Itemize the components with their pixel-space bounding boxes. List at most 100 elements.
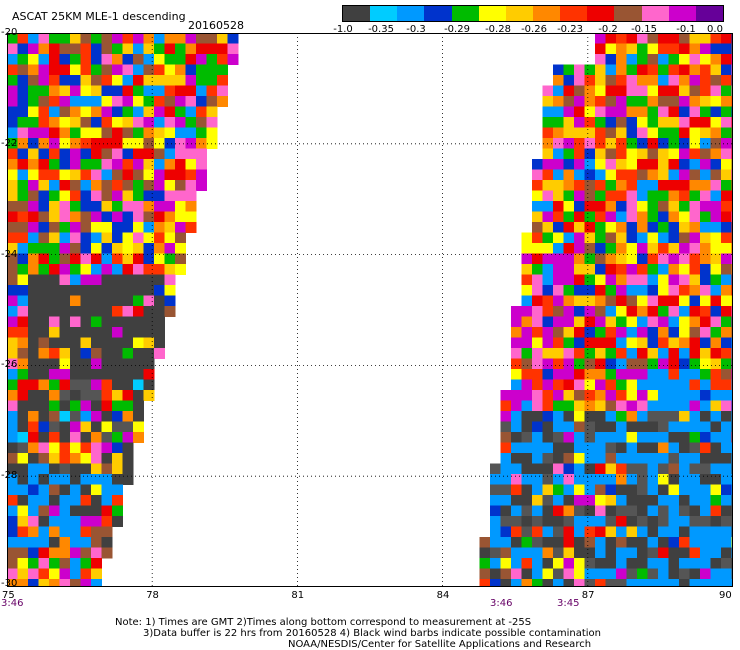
data-cell	[80, 390, 92, 401]
data-cell	[38, 516, 50, 527]
data-cell	[710, 159, 722, 170]
data-cell	[595, 190, 606, 202]
data-cell	[574, 390, 585, 401]
data-cell	[133, 253, 144, 265]
data-cell	[710, 390, 722, 401]
data-cell	[637, 43, 648, 55]
data-cell	[574, 243, 585, 254]
data-cell	[70, 243, 81, 254]
data-cell	[91, 348, 102, 359]
data-cell	[700, 295, 711, 307]
data-cell	[626, 453, 638, 464]
data-cell	[500, 547, 512, 559]
data-cell	[101, 453, 113, 464]
data-cell	[689, 411, 701, 422]
data-cell	[185, 43, 197, 55]
data-cell	[28, 117, 39, 128]
data-cell	[164, 190, 176, 202]
data-cell	[679, 390, 690, 401]
data-cell	[17, 33, 29, 44]
data-cell	[59, 190, 71, 202]
data-cell	[710, 180, 722, 191]
data-cell	[59, 463, 71, 475]
data-cell	[574, 558, 585, 569]
data-cell	[710, 106, 722, 118]
data-cell	[7, 390, 18, 401]
data-cell	[59, 253, 71, 265]
data-cell	[689, 64, 701, 76]
data-cell	[17, 43, 29, 55]
data-cell	[133, 306, 144, 317]
data-cell	[7, 211, 18, 223]
data-cell	[143, 106, 155, 118]
data-cell	[721, 306, 732, 317]
data-cell	[143, 316, 155, 328]
data-cell	[679, 253, 690, 265]
color-bar-label: -0.15	[631, 24, 657, 35]
data-cell	[80, 337, 92, 349]
data-cell	[563, 274, 575, 286]
data-cell	[112, 180, 123, 191]
data-cell	[668, 148, 680, 160]
data-cell	[721, 505, 732, 517]
data-cell	[28, 190, 39, 202]
data-cell	[112, 43, 123, 55]
data-cell	[616, 495, 627, 506]
data-cell	[532, 285, 543, 296]
data-cell	[637, 243, 648, 254]
data-cell	[38, 180, 50, 191]
data-cell	[143, 358, 155, 370]
data-cell	[658, 516, 669, 527]
data-cell	[49, 96, 60, 107]
data-cell	[80, 169, 92, 181]
data-cell	[80, 558, 92, 569]
data-cell	[112, 474, 123, 485]
data-cell	[80, 180, 92, 191]
data-cell	[542, 369, 554, 380]
data-cell	[143, 274, 155, 286]
data-cell	[49, 400, 60, 412]
data-cell	[101, 159, 113, 170]
data-cell	[658, 243, 669, 254]
data-cell	[49, 75, 60, 86]
data-cell	[59, 148, 71, 160]
data-cell	[80, 379, 92, 391]
data-cell	[616, 75, 627, 86]
data-cell	[101, 421, 113, 433]
data-cell	[668, 432, 680, 443]
data-cell	[143, 117, 155, 128]
data-cell	[17, 568, 29, 580]
data-cell	[164, 148, 176, 160]
data-cell	[490, 505, 501, 517]
data-cell	[101, 432, 113, 443]
data-cell	[700, 106, 711, 118]
data-cell	[595, 180, 606, 191]
data-cell	[553, 568, 564, 580]
data-cell	[574, 316, 585, 328]
data-cell	[668, 106, 680, 118]
data-cell	[70, 421, 81, 433]
data-cell	[101, 390, 113, 401]
data-cell	[574, 274, 585, 286]
data-cell	[164, 85, 176, 97]
data-cell	[500, 400, 512, 412]
data-cell	[595, 411, 606, 422]
note-line-3: NOAA/NESDIS/Center for Satellite Applica…	[288, 639, 592, 650]
data-cell	[143, 232, 155, 244]
data-cell	[70, 411, 81, 422]
data-cell	[584, 442, 596, 454]
data-cell	[553, 421, 564, 433]
data-cell	[49, 537, 60, 548]
data-cell	[721, 537, 732, 548]
data-cell	[689, 537, 701, 548]
data-cell	[532, 274, 543, 286]
data-cell	[542, 516, 554, 527]
data-cell	[647, 316, 659, 328]
data-cell	[133, 64, 144, 76]
data-cell	[689, 211, 701, 223]
data-cell	[101, 484, 113, 496]
data-cell	[668, 327, 680, 338]
data-cell	[710, 201, 722, 212]
data-cell	[154, 75, 165, 86]
data-cell	[668, 306, 680, 317]
